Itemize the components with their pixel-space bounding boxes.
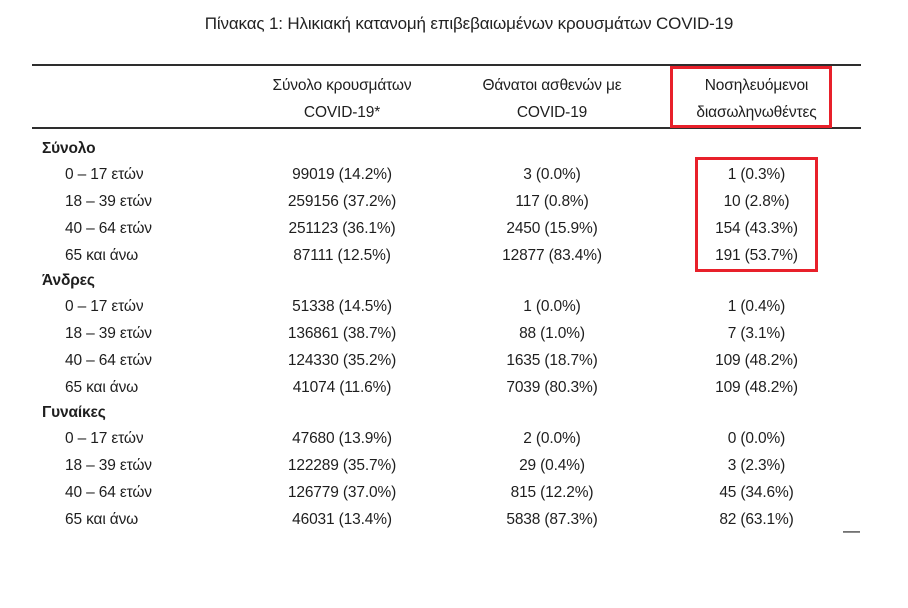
cell-intubated: 1 (0.4%) [727,298,786,315]
cell-intubated: 3 (2.3%) [727,457,786,474]
cell-deaths: 3 (0.0%) [523,166,581,183]
row-label: 18 – 39 ετών [65,457,152,474]
cell-intubated: 109 (48.2%) [715,379,798,396]
cell-cases: 47680 (13.9%) [292,430,392,447]
cell-cases: 124330 (35.2%) [287,352,397,369]
table-row: 40 – 64 ετών 126779 (37.0%) 815 (12.2%) … [32,479,861,506]
cell-intubated: 82 (63.1%) [719,511,794,528]
table-row: 40 – 64 ετών 251123 (36.1%) 2450 (15.9%)… [32,215,861,242]
section-label-men: Άνδρες [42,272,95,289]
table-row: 0 – 17 ετών 99019 (14.2%) 3 (0.0%) 1 (0.… [32,161,861,188]
column-header-line: Θάνατοι ασθενών με [482,77,622,94]
cell-intubated: 1 (0.3%) [727,166,786,183]
cell-cases: 99019 (14.2%) [292,166,392,183]
cell-deaths: 12877 (83.4%) [502,247,602,264]
row-label: 65 και άνω [65,247,139,264]
row-label: 18 – 39 ετών [65,193,152,210]
section-label-women: Γυναίκες [42,404,106,421]
table-row: 65 και άνω 41074 (11.6%) 7039 (80.3%) 10… [32,374,861,401]
table-title: Πίνακας 1: Ηλικιακή κατανομή επιβεβαιωμέ… [204,14,734,33]
cell-deaths: 5838 (87.3%) [506,511,598,528]
cell-cases: 41074 (11.6%) [292,379,392,396]
cell-intubated: 191 (53.7%) [715,247,798,264]
cell-deaths: 2 (0.0%) [523,430,581,447]
table-row: 18 – 39 ετών 136861 (38.7%) 88 (1.0%) 7 … [32,320,861,347]
table-body: Σύνολο 0 – 17 ετών 99019 (14.2%) 3 (0.0%… [32,137,861,533]
cell-deaths: 88 (1.0%) [519,325,585,342]
table-row: 0 – 17 ετών 51338 (14.5%) 1 (0.0%) 1 (0.… [32,293,861,320]
table-row: 40 – 64 ετών 124330 (35.2%) 1635 (18.7%)… [32,347,861,374]
row-label: 40 – 64 ετών [65,484,152,501]
cell-intubated: 154 (43.3%) [715,220,798,237]
column-header-line: Νοσηλευόμενοι [704,77,809,94]
row-label: 40 – 64 ετών [65,352,152,369]
cell-cases: 46031 (13.4%) [292,511,392,528]
column-header-line: COVID-19 [516,104,588,121]
cell-cases: 122289 (35.7%) [287,457,397,474]
row-label: 65 και άνω [65,511,139,528]
cell-intubated: 10 (2.8%) [723,193,790,210]
cell-cases: 136861 (38.7%) [287,325,397,342]
column-header-total-cases: Σύνολο κρουσμάτων COVID-19* [232,72,452,127]
column-header-empty [32,72,232,127]
cell-deaths: 1 (0.0%) [523,298,581,315]
row-label: 65 και άνω [65,379,139,396]
cell-cases: 259156 (37.2%) [287,193,397,210]
row-label: 0 – 17 ετών [65,166,144,183]
cell-deaths: 117 (0.8%) [515,193,589,210]
section-label-total: Σύνολο [42,140,96,157]
cell-deaths: 2450 (15.9%) [506,220,598,237]
column-header-line: Σύνολο κρουσμάτων [272,77,412,94]
cell-deaths: 7039 (80.3%) [506,379,598,396]
row-label: 18 – 39 ετών [65,325,152,342]
row-label: 0 – 17 ετών [65,430,144,447]
column-header-line: COVID-19* [303,104,381,121]
cell-intubated: 0 (0.0%) [727,430,786,447]
table-row: 18 – 39 ετών 259156 (37.2%) 117 (0.8%) 1… [32,188,861,215]
covid-age-distribution-table: Σύνολο κρουσμάτων COVID-19* Θάνατοι ασθε… [32,64,861,533]
column-header-deaths: Θάνατοι ασθενών με COVID-19 [452,72,652,127]
table-row: 0 – 17 ετών 47680 (13.9%) 2 (0.0%) 0 (0.… [32,425,861,452]
table-row: 65 και άνω 87111 (12.5%) 12877 (83.4%) 1… [32,242,861,269]
table-row: 18 – 39 ετών 122289 (35.7%) 29 (0.4%) 3 … [32,452,861,479]
cell-intubated: 45 (34.6%) [719,484,794,501]
column-header-line: διασωληνωθέντες [696,104,817,121]
cell-deaths: 1635 (18.7%) [506,352,598,369]
cell-cases: 126779 (37.0%) [287,484,397,501]
column-header-intubated: Νοσηλευόμενοι διασωληνωθέντες [652,72,861,127]
cell-cases: 87111 (12.5%) [293,247,391,264]
cell-deaths: 815 (12.2%) [510,484,594,501]
row-label: 0 – 17 ετών [65,298,144,315]
table-row: 65 και άνω 46031 (13.4%) 5838 (87.3%) 82… [32,506,861,533]
cell-intubated: 7 (3.1%) [727,325,786,342]
stray-dash-mark: — [843,521,860,540]
cell-cases: 51338 (14.5%) [292,298,392,315]
cell-cases: 251123 (36.1%) [288,220,396,237]
cell-intubated: 109 (48.2%) [715,352,798,369]
table-header-row: Σύνολο κρουσμάτων COVID-19* Θάνατοι ασθε… [32,66,861,129]
cell-deaths: 29 (0.4%) [519,457,585,474]
row-label: 40 – 64 ετών [65,220,152,237]
